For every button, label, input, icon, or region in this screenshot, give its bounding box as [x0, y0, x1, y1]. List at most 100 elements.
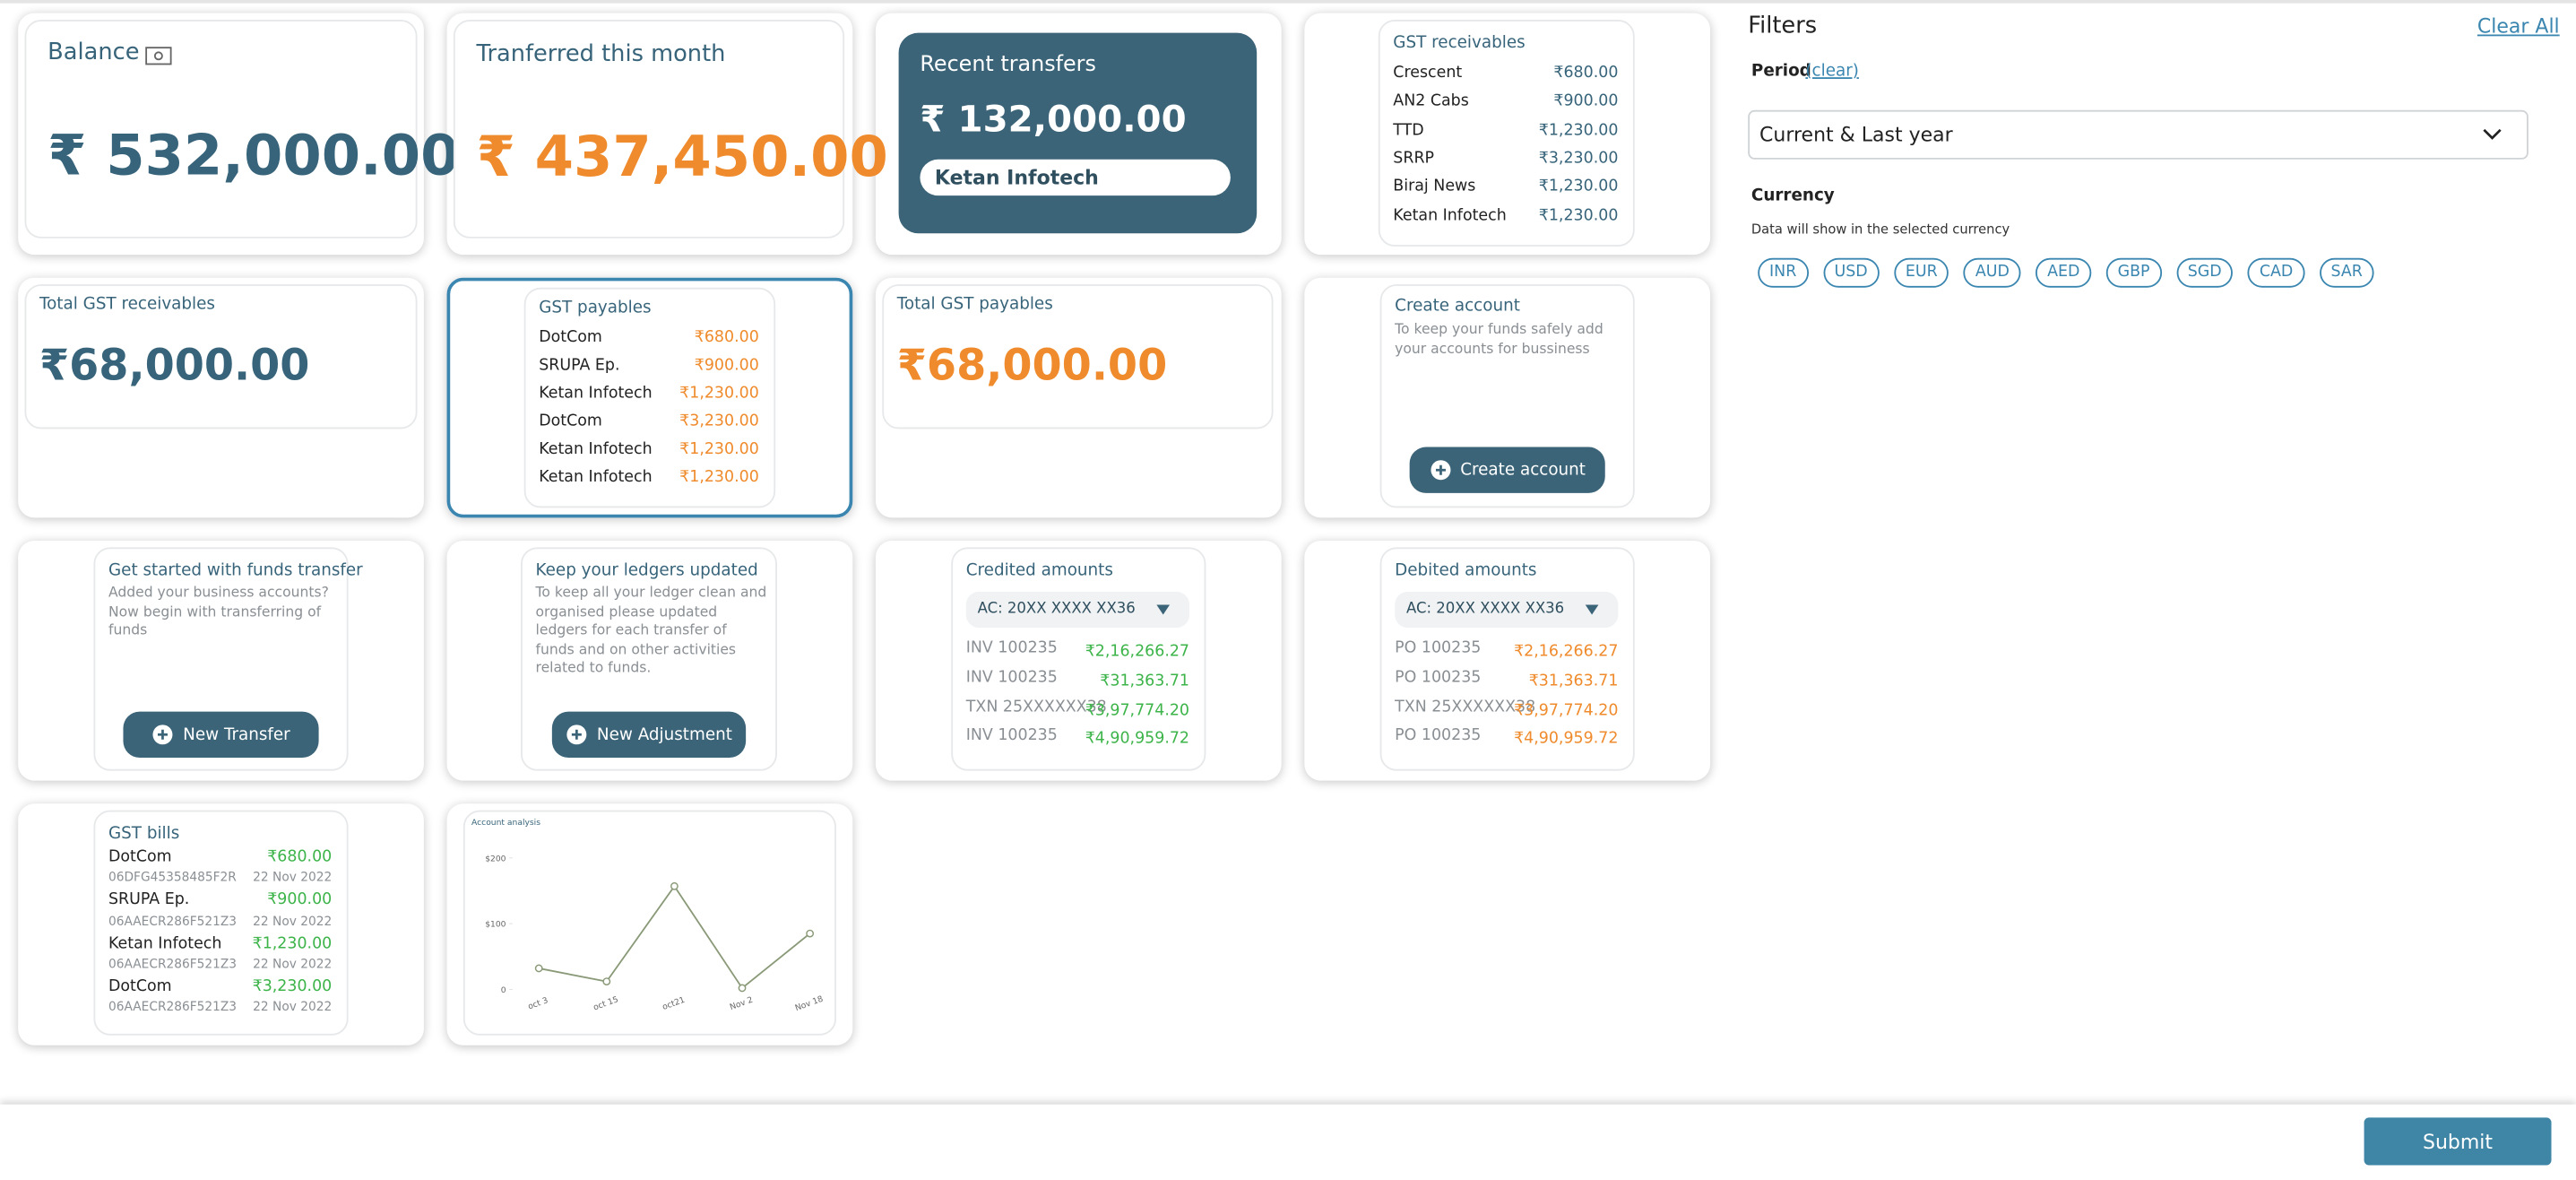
card-title: GST receivables [1393, 34, 1526, 53]
x-tick-label: oct21 [661, 995, 687, 1012]
button-label: Create account [1460, 461, 1586, 480]
row-amount: ₹1,230.00 [1538, 121, 1619, 140]
row-amount: ₹1,230.00 [679, 385, 759, 403]
panel [1378, 19, 1635, 247]
row-amount: ₹2,16,266.27 [1085, 642, 1190, 662]
amount: ₹ 132,000.00 [920, 100, 1187, 143]
icon-plus [158, 729, 169, 740]
panel [24, 284, 418, 429]
icon-rect [145, 47, 172, 65]
plus-icon [153, 724, 174, 745]
row-name: DotCom [539, 328, 602, 347]
x-tick-label: Nov 2 [729, 995, 755, 1012]
row-label: PO 100235 [1395, 726, 1482, 745]
row-name: DotCom [539, 412, 602, 431]
period-value: Current & Last year [1759, 123, 1953, 147]
card-title: Total GST payables [896, 295, 1053, 314]
period-label: Period [1750, 62, 1811, 81]
button[interactable]: New Adjustment [551, 711, 747, 758]
bill-gstin: 06AAECR286F521Z3 [108, 999, 238, 1015]
currency-chip[interactable]: SAR [2319, 257, 2374, 288]
row-name: Crescent [1393, 64, 1463, 82]
bill-date: 22 Nov 2022 [253, 870, 333, 885]
panel [882, 284, 1274, 429]
currency-list: INR USD EUR AUD AED GBP SGD CAD SAR [1758, 257, 2464, 288]
button[interactable]: New Transfer [123, 711, 319, 758]
recent-name: Ketan Infotech [934, 166, 1099, 189]
account-label: AC: 20XX XXXX XX36 [977, 601, 1136, 619]
currency-label: Currency [1750, 187, 1835, 205]
row-label: TXN 25XXXXXX38 [1395, 698, 1536, 716]
period-select[interactable]: Current & Last year [1748, 109, 2528, 160]
panel [462, 810, 836, 1036]
panel [24, 19, 418, 239]
card-title: Balance [48, 39, 140, 66]
amount: ₹68,000.00 [39, 342, 310, 392]
icon-plus [572, 729, 583, 740]
bill-gstin: 06AAECR286F521Z3 [108, 913, 238, 928]
currency-chip[interactable]: USD [1822, 257, 1880, 288]
card-title: Debited amounts [1395, 561, 1537, 580]
filters-title: Filters [1748, 13, 1818, 40]
row-amount: ₹1,230.00 [679, 440, 759, 459]
row-amount: ₹900.00 [1553, 92, 1619, 111]
currency-chip[interactable]: GBP [2105, 257, 2162, 288]
account-label: AC: 20XX XXXX XX36 [1405, 601, 1565, 619]
row-amount: ₹680.00 [1553, 64, 1619, 82]
row-label: TXN 25XXXXXX38 [965, 698, 1107, 716]
x-tick-label: oct 15 [592, 994, 620, 1012]
amount: ₹ 532,000.00 [48, 123, 460, 189]
selected-card-border [446, 277, 853, 518]
row-amount: ₹1,230.00 [1538, 178, 1619, 196]
submit-label: Submit [2422, 1130, 2494, 1153]
button[interactable]: Create account [1409, 447, 1605, 493]
row-name: SRRP [1393, 149, 1435, 168]
currency-chip[interactable]: SGD [2175, 257, 2234, 288]
panel [1379, 547, 1635, 771]
card-title: Recent transfers [920, 52, 1096, 78]
arrow [1585, 604, 1599, 615]
point [806, 929, 815, 938]
bill-name: SRUPA Ep. [108, 891, 190, 910]
currency-chip[interactable]: INR [1758, 257, 1809, 288]
card-title: Total GST receivables [39, 295, 215, 314]
row-name: TTD [1393, 121, 1424, 140]
currency-chip[interactable]: EUR [1894, 257, 1949, 288]
row-label: INV 100235 [965, 726, 1058, 745]
account-select[interactable]: AC: 20XX XXXX XX36 [1395, 591, 1619, 629]
footer-bar [0, 1104, 2576, 1180]
plus-icon [1431, 460, 1451, 481]
bill-name: DotCom [108, 977, 172, 996]
card-title: GST payables [539, 299, 652, 317]
amount: ₹68,000.00 [896, 342, 1168, 392]
y-tick-label: $200 [485, 854, 506, 863]
card-title: Credited amounts [965, 561, 1113, 580]
period-clear[interactable]: (clear) [1805, 62, 1859, 81]
bill-amount: ₹680.00 [267, 847, 333, 867]
row-amount: ₹4,90,959.72 [1085, 730, 1190, 749]
card-title: Get started with funds transfer [108, 561, 363, 580]
currency-note: Data will show in the selected currency [1750, 221, 2010, 237]
account-select[interactable]: AC: 20XX XXXX XX36 [965, 591, 1190, 629]
line [539, 884, 811, 990]
dropdown-arrow [1585, 604, 1599, 615]
dropdown-arrow [1156, 604, 1171, 615]
currency-chip[interactable]: CAD [2248, 257, 2305, 288]
row-amount: ₹900.00 [694, 356, 759, 376]
currency-chip[interactable]: AED [2036, 257, 2092, 288]
row-amount: ₹3,230.00 [1538, 149, 1619, 168]
row-amount: ₹3,230.00 [679, 412, 759, 431]
row-name: AN2 Cabs [1393, 92, 1469, 111]
row-amount: ₹31,363.71 [1100, 672, 1190, 690]
icon-dot [153, 51, 163, 61]
bill-amount: ₹900.00 [267, 891, 333, 910]
cash-icon [145, 47, 172, 65]
row-amount: ₹1,230.00 [1538, 206, 1619, 225]
clear-all[interactable]: Clear All [2477, 13, 2560, 38]
point [534, 964, 543, 973]
submit-button[interactable]: Submit [2364, 1117, 2552, 1166]
row-name: Ketan Infotech [1393, 206, 1507, 225]
currency-chip[interactable]: AUD [1964, 257, 2021, 288]
